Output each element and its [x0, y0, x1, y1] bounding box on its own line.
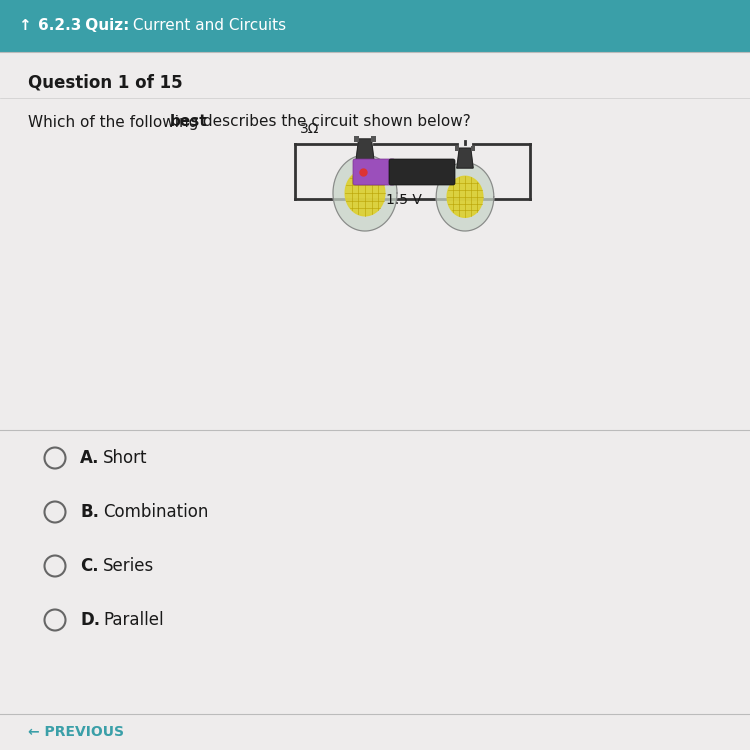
- Text: Parallel: Parallel: [103, 611, 164, 629]
- Text: 3Ω: 3Ω: [300, 122, 320, 136]
- FancyBboxPatch shape: [353, 159, 395, 185]
- Polygon shape: [457, 148, 473, 168]
- Text: Series: Series: [103, 557, 154, 575]
- Text: Current and Circuits: Current and Circuits: [128, 19, 286, 34]
- Text: Short: Short: [103, 449, 148, 467]
- Text: Quiz:: Quiz:: [80, 19, 129, 34]
- FancyBboxPatch shape: [389, 159, 455, 185]
- Text: best: best: [170, 115, 208, 130]
- Text: describes the circuit shown below?: describes the circuit shown below?: [198, 115, 471, 130]
- Text: 1.5 V: 1.5 V: [386, 193, 422, 207]
- Polygon shape: [333, 155, 397, 231]
- Text: B.: B.: [80, 503, 99, 521]
- Polygon shape: [436, 163, 494, 231]
- Text: 6.2.3: 6.2.3: [38, 19, 81, 34]
- Bar: [371, 136, 376, 142]
- Bar: [471, 146, 476, 151]
- Text: D.: D.: [80, 611, 100, 629]
- Polygon shape: [356, 139, 374, 161]
- Bar: [454, 146, 459, 151]
- Text: Which of the following: Which of the following: [28, 115, 203, 130]
- Bar: [0, 0, 750, 52]
- Text: A.: A.: [80, 449, 100, 467]
- Bar: [354, 136, 358, 142]
- Text: ↑: ↑: [18, 19, 31, 34]
- Text: ← PREVIOUS: ← PREVIOUS: [28, 725, 124, 739]
- Text: Question 1 of 15: Question 1 of 15: [28, 73, 183, 91]
- Polygon shape: [447, 176, 483, 218]
- Polygon shape: [345, 170, 385, 216]
- Text: Combination: Combination: [103, 503, 209, 521]
- Text: C.: C.: [80, 557, 99, 575]
